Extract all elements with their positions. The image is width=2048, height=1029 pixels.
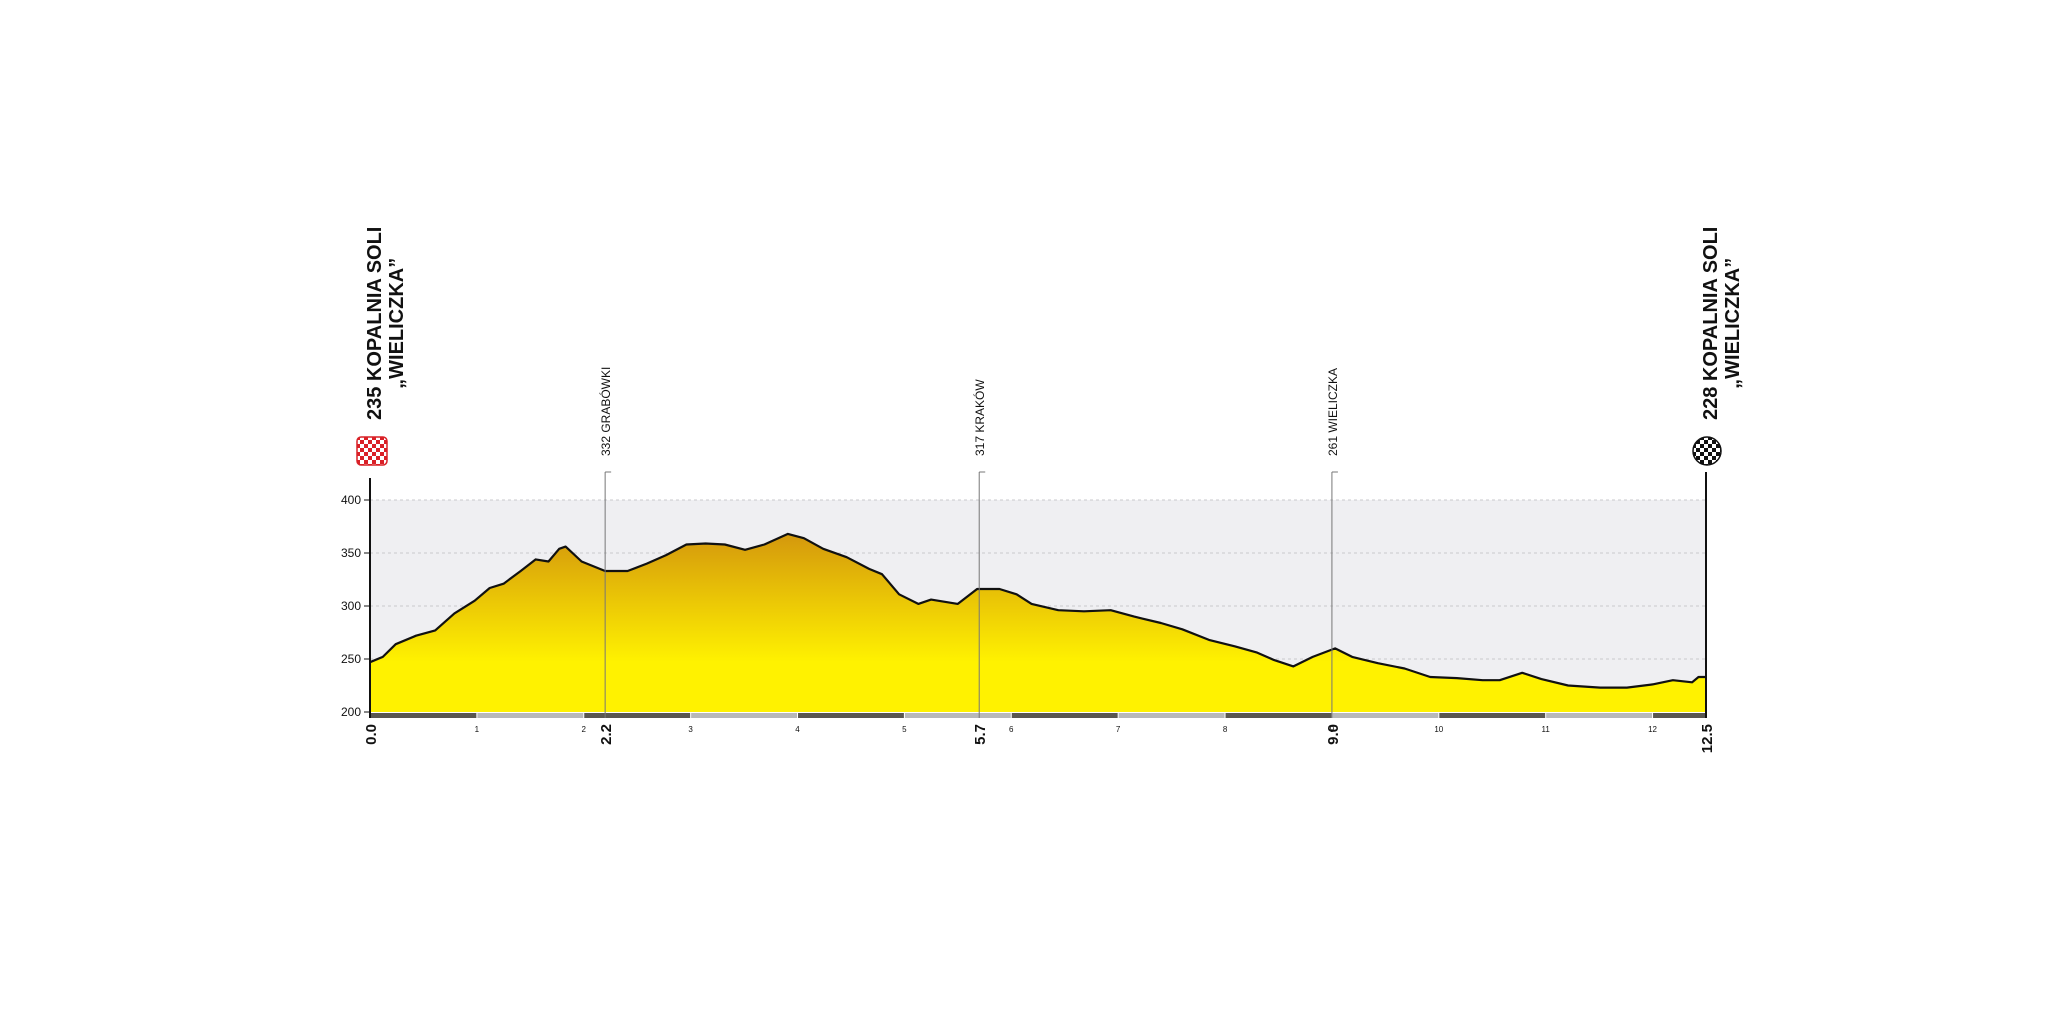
x-tick-label: 10 <box>1434 725 1443 734</box>
waypoint-name: 317 KRAKÓW <box>972 379 987 456</box>
y-tick-label: 250 <box>341 652 361 666</box>
elevation-line <box>369 532 1706 689</box>
start-flag-icon <box>356 436 388 466</box>
km-bar-segment <box>690 713 798 718</box>
km-bar-segment <box>583 713 691 718</box>
km-bar-segment <box>1011 713 1119 718</box>
km-bar-segment <box>1438 713 1546 718</box>
y-tick-label: 300 <box>341 599 361 613</box>
x-tick-label: 5 <box>902 725 907 734</box>
x-tick-label: 1 <box>475 725 480 734</box>
km-bar-segment <box>1118 713 1226 718</box>
x-tick-label: 11 <box>1542 725 1551 734</box>
x-tick-label: 2 <box>582 725 587 734</box>
y-tick-label: 200 <box>341 705 361 719</box>
y-tick-label: 400 <box>341 493 361 507</box>
km-bar-segment <box>476 713 584 718</box>
finish-flag-icon <box>1692 436 1722 466</box>
km-bar-segment <box>1545 713 1653 718</box>
x-tick-label: 6 <box>1009 725 1014 734</box>
km-bar-segment <box>904 713 1012 718</box>
finish-distance-label: 12.5 <box>1699 724 1716 753</box>
finish-name: 228 KOPALNIA SOLI <box>1700 227 1722 420</box>
y-tick-label: 350 <box>341 546 361 560</box>
x-tick-label: 7 <box>1116 725 1121 734</box>
x-tick-label: 4 <box>795 725 800 734</box>
elevation-area <box>370 533 1706 712</box>
start-name: 235 KOPALNIA SOLI <box>364 227 386 420</box>
waypoint-distance-label: 9.0 <box>1325 724 1342 745</box>
x-tick-label: 9 <box>1330 725 1335 734</box>
waypoint-distance-label: 2.2 <box>598 724 615 745</box>
start-name: „WIELICZKA” <box>386 258 408 389</box>
km-bar-segment <box>370 713 477 718</box>
waypoint-name: 332 GRABÓWKI <box>598 367 613 456</box>
finish-name: „WIELICZKA” <box>1722 258 1744 389</box>
start-distance-label: 0.0 <box>363 724 380 745</box>
waypoint-distance-label: 5.7 <box>972 724 989 745</box>
waypoint-name: 261 WIELICZKA <box>1326 368 1340 456</box>
km-bar-segment <box>1652 713 1706 718</box>
km-bar-segment <box>1331 713 1439 718</box>
x-tick-label: 3 <box>688 725 693 734</box>
x-tick-label: 8 <box>1223 725 1228 734</box>
km-bar-segment <box>797 713 905 718</box>
km-bar-segment <box>1225 713 1332 718</box>
x-tick-label: 12 <box>1648 725 1657 734</box>
